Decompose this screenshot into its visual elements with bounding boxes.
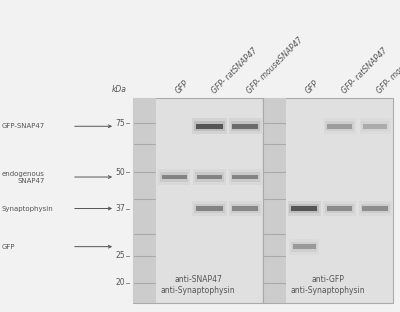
Text: anti-GFP
anti-Synaptophysin: anti-GFP anti-Synaptophysin	[291, 275, 365, 295]
Bar	[197, 175, 222, 179]
Bar	[232, 206, 258, 211]
Bar	[232, 175, 258, 179]
Text: GFP- ratSNAP47: GFP- ratSNAP47	[340, 46, 389, 95]
Bar	[196, 124, 223, 129]
Text: anti-SNAP47
anti-Synaptophysin: anti-SNAP47 anti-Synaptophysin	[161, 275, 235, 295]
Bar	[327, 206, 352, 211]
Bar	[263, 98, 393, 303]
Text: 50: 50	[115, 168, 125, 177]
Bar	[192, 118, 227, 134]
Text: 20: 20	[115, 279, 125, 287]
Bar	[327, 124, 352, 129]
Bar	[194, 121, 225, 131]
Bar	[325, 203, 354, 213]
Bar	[290, 203, 319, 213]
Bar	[193, 169, 226, 185]
Text: GFP- mouseSNAP47: GFP- mouseSNAP47	[375, 36, 400, 95]
Bar	[230, 203, 260, 213]
Bar	[160, 172, 188, 182]
Bar	[133, 98, 263, 303]
Bar	[192, 201, 227, 217]
Bar	[360, 203, 390, 213]
Bar	[361, 121, 389, 131]
Bar	[195, 172, 224, 182]
Bar	[263, 98, 286, 303]
Bar	[325, 121, 354, 131]
Text: GFP- ratSNAP47: GFP- ratSNAP47	[210, 46, 259, 95]
Bar	[324, 118, 356, 134]
Text: Synaptophysin: Synaptophysin	[2, 206, 54, 212]
Text: 75: 75	[115, 119, 125, 128]
Text: 37: 37	[115, 204, 125, 213]
Bar	[362, 206, 388, 211]
Bar	[196, 206, 223, 211]
Bar	[133, 98, 156, 303]
Bar	[230, 172, 260, 182]
Bar	[230, 121, 260, 131]
Bar	[323, 201, 356, 217]
Bar	[359, 201, 392, 217]
Text: GFP: GFP	[304, 78, 321, 95]
Bar	[360, 118, 391, 134]
Bar	[229, 201, 262, 217]
Bar	[158, 169, 190, 185]
Bar	[288, 201, 321, 217]
Text: endogenous
SNAP47: endogenous SNAP47	[2, 171, 45, 183]
Bar	[229, 169, 262, 185]
Text: kDa: kDa	[112, 85, 127, 94]
Bar	[291, 206, 317, 211]
Bar	[293, 244, 316, 249]
Text: 25: 25	[115, 251, 125, 261]
Text: GFP-SNAP47: GFP-SNAP47	[2, 123, 45, 129]
Text: GFP: GFP	[2, 244, 16, 250]
Bar	[162, 175, 187, 179]
Text: GFP- mouseSNAP47: GFP- mouseSNAP47	[245, 36, 305, 95]
Bar	[363, 124, 387, 129]
Bar	[232, 124, 258, 129]
Bar	[291, 242, 318, 251]
Bar	[229, 118, 262, 134]
Bar	[194, 203, 225, 213]
Bar	[289, 239, 319, 255]
Text: GFP: GFP	[174, 78, 191, 95]
